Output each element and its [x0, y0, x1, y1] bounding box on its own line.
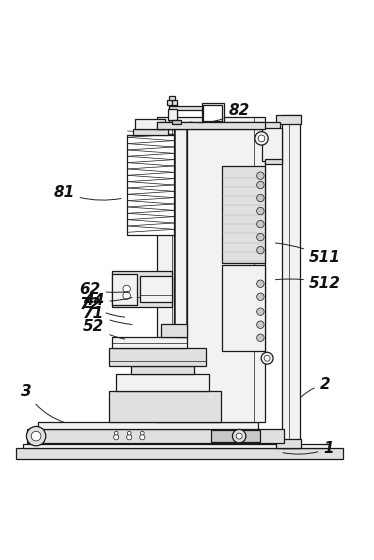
Bar: [265, 159, 282, 165]
Bar: [16, 449, 343, 459]
Bar: [27, 429, 284, 443]
Circle shape: [114, 435, 119, 440]
Bar: [172, 120, 181, 124]
Circle shape: [257, 221, 264, 228]
Bar: [131, 366, 194, 374]
Circle shape: [257, 293, 264, 301]
Bar: [223, 166, 265, 263]
Circle shape: [257, 246, 264, 254]
Circle shape: [255, 132, 268, 145]
Bar: [276, 439, 301, 449]
Bar: [166, 100, 177, 105]
Text: 511: 511: [276, 243, 341, 265]
Bar: [23, 444, 329, 449]
Bar: [133, 129, 168, 136]
Bar: [113, 272, 172, 307]
Bar: [261, 128, 282, 161]
Circle shape: [258, 135, 265, 142]
Bar: [109, 391, 221, 422]
Circle shape: [264, 355, 270, 361]
Bar: [203, 105, 222, 120]
Circle shape: [236, 433, 242, 439]
Text: 72: 72: [80, 297, 125, 317]
Bar: [211, 430, 260, 442]
Circle shape: [140, 431, 144, 435]
Bar: [128, 135, 174, 235]
Bar: [116, 374, 209, 391]
Bar: [174, 124, 187, 337]
Text: 62: 62: [80, 282, 128, 297]
Circle shape: [123, 285, 131, 293]
Bar: [140, 276, 172, 302]
Text: 1: 1: [283, 441, 334, 456]
Bar: [169, 106, 206, 110]
Text: 3: 3: [21, 384, 65, 423]
Circle shape: [257, 321, 264, 328]
Bar: [135, 119, 165, 129]
Circle shape: [128, 431, 131, 435]
Circle shape: [257, 181, 264, 189]
Bar: [113, 274, 137, 305]
Bar: [168, 109, 177, 120]
Bar: [223, 265, 265, 351]
Circle shape: [140, 435, 145, 440]
Bar: [109, 348, 206, 366]
Bar: [157, 122, 280, 129]
Text: 2: 2: [301, 377, 330, 397]
Circle shape: [257, 234, 264, 241]
Text: 44: 44: [83, 293, 132, 308]
Circle shape: [123, 292, 131, 300]
Bar: [282, 115, 300, 449]
Bar: [157, 117, 265, 422]
Circle shape: [31, 431, 41, 441]
Text: 512: 512: [276, 276, 341, 291]
Bar: [113, 337, 187, 348]
Bar: [169, 102, 177, 129]
Circle shape: [27, 426, 46, 446]
Circle shape: [127, 435, 132, 440]
Circle shape: [233, 430, 246, 443]
Bar: [161, 324, 187, 337]
Bar: [276, 115, 301, 124]
Circle shape: [257, 334, 264, 342]
Bar: [202, 103, 224, 122]
Bar: [169, 96, 175, 100]
Bar: [157, 123, 265, 129]
Text: 52: 52: [83, 319, 125, 339]
Text: 81: 81: [53, 185, 121, 200]
Text: 71: 71: [83, 306, 132, 324]
Circle shape: [257, 207, 264, 215]
Circle shape: [261, 352, 273, 364]
Bar: [38, 422, 258, 429]
Circle shape: [114, 431, 118, 435]
Circle shape: [257, 172, 264, 179]
Text: 82: 82: [190, 103, 250, 123]
Circle shape: [257, 280, 264, 287]
Circle shape: [257, 308, 264, 315]
Circle shape: [257, 194, 264, 202]
